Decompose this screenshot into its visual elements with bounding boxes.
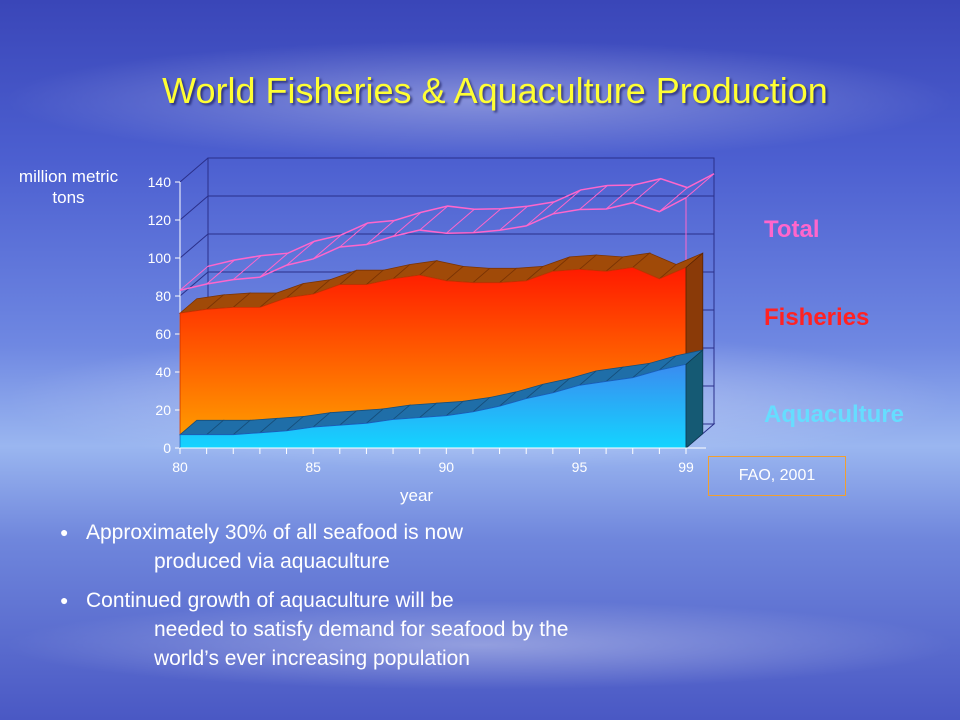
grid-connector — [179, 271, 209, 297]
total-ribbon-edge — [685, 173, 715, 199]
y-tick-label: 0 — [163, 440, 171, 456]
y-tick-label: 100 — [148, 250, 172, 266]
total-ribbon-edge — [259, 252, 289, 278]
total-series-line — [179, 197, 687, 292]
x-axis-label: year — [400, 486, 434, 505]
total-ribbon-edge — [605, 184, 635, 210]
slide-title: World Fisheries & Aquaculture Production — [162, 70, 828, 111]
x-tick-label: 85 — [305, 459, 321, 475]
total-ribbon-edge — [286, 240, 315, 266]
total-ribbon-edge — [339, 222, 369, 248]
x-tick-label: 90 — [439, 459, 455, 475]
y-tick-label: 60 — [155, 326, 171, 342]
total-ribbon-edge — [392, 211, 422, 237]
grid-connector — [179, 233, 209, 259]
total-ribbon-edge — [445, 208, 475, 234]
x-tick-label: 99 — [678, 459, 694, 475]
bullet-line: produced via aquaculture — [154, 550, 390, 573]
legend-aquaculture: Aquaculture — [764, 401, 905, 428]
total-ribbon-edge — [499, 205, 528, 231]
total-ribbon-edge — [632, 178, 662, 204]
total-ribbon-edge — [552, 189, 582, 215]
aquaculture-area — [179, 363, 687, 449]
legend-fisheries: Fisheries — [764, 304, 870, 331]
bullet-line: Approximately 30% of all seafood is now — [86, 521, 464, 544]
total-ribbon-edge — [232, 255, 262, 281]
total-ribbon-edge — [312, 234, 342, 260]
source-citation: FAO, 2001 — [708, 456, 846, 496]
aquaculture-side — [685, 349, 704, 449]
total-ribbon-edge — [579, 185, 608, 210]
y-tick-label: 20 — [155, 402, 171, 418]
total-ribbon-edge — [525, 201, 555, 227]
total-ribbon-edge — [206, 259, 235, 285]
total-ribbon-edge — [472, 208, 502, 234]
bullet-line: needed to satisfy demand for seafood by … — [154, 618, 569, 670]
y-tick-label: 140 — [148, 174, 172, 190]
bullet-line: Continued growth of aquaculture will be — [86, 589, 454, 612]
x-tick-label: 80 — [172, 459, 188, 475]
grid-connector — [179, 157, 209, 183]
total-ribbon-edge — [179, 265, 209, 291]
bullet-item: ● Continued growth of aquaculture will b… — [58, 586, 658, 673]
bullet-dot-icon: ● — [60, 524, 69, 540]
bullet-item: ● Approximately 30% of all seafood is no… — [58, 518, 658, 576]
y-tick-label: 40 — [155, 364, 171, 380]
bullet-dot-icon: ● — [60, 592, 69, 608]
y-axis-label: million metric tons — [18, 167, 119, 207]
fisheries-side — [685, 252, 704, 366]
x-tick-label: 95 — [572, 459, 588, 475]
y-tick-label: 120 — [148, 212, 172, 228]
total-ribbon-edge — [659, 187, 688, 213]
grid-connector — [179, 195, 209, 221]
bullet-list: ● Approximately 30% of all seafood is no… — [58, 518, 658, 683]
total-series-line — [207, 173, 715, 268]
total-ribbon-edge — [419, 205, 449, 231]
total-ribbon-edge — [366, 220, 395, 245]
legend-total: Total — [764, 216, 820, 243]
y-tick-label: 80 — [155, 288, 171, 304]
